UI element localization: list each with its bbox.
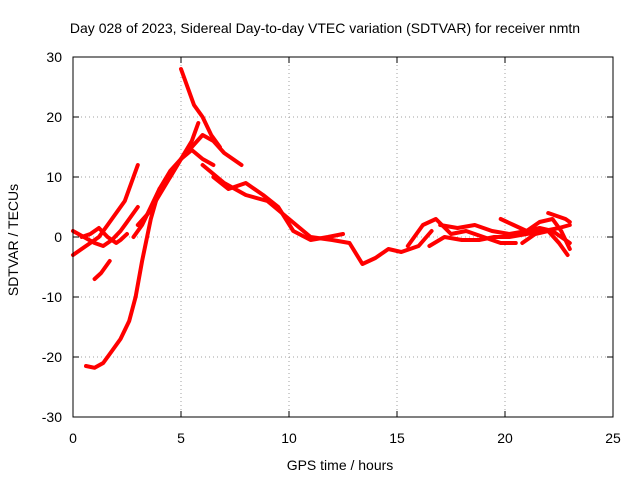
series-arc-14 [498, 217, 572, 251]
y-tick-label: 0 [54, 229, 62, 245]
axis-ticks: 0 5 10 15 20 25 -30 -20 -10 0 10 20 30 [42, 49, 621, 446]
x-tick-label: 20 [497, 430, 513, 446]
series-arc-15 [546, 211, 572, 224]
y-tick-label: -10 [42, 289, 62, 305]
series-arc-1 [71, 163, 140, 257]
series-arc-3 [79, 226, 129, 245]
y-tick-label: -30 [42, 409, 62, 425]
series-arc-11 [405, 217, 518, 248]
series-arc-10 [200, 163, 434, 266]
y-tick-label: 20 [46, 109, 62, 125]
y-tick-label: -20 [42, 349, 62, 365]
series-arc-8 [179, 67, 222, 149]
y-tick-label: 30 [46, 49, 62, 65]
x-tick-label: 10 [281, 430, 297, 446]
y-tick-label: 10 [46, 169, 62, 185]
x-axis-label: GPS time / hours [287, 457, 394, 473]
series-arc-7 [135, 121, 201, 227]
series-arc-5 [84, 148, 216, 370]
x-tick-label: 15 [389, 430, 405, 446]
series-arc-2 [71, 205, 140, 248]
x-tick-label: 0 [69, 430, 77, 446]
series-layer [71, 67, 572, 370]
x-tick-label: 5 [177, 430, 185, 446]
series-arc-4 [92, 259, 112, 281]
series-arc-13 [438, 223, 572, 245]
chart-title: Day 028 of 2023, Sidereal Day-to-day VTE… [70, 20, 580, 36]
x-tick-label: 25 [605, 430, 621, 446]
series-arc-16 [520, 229, 570, 257]
y-axis-label: SDTVAR / TECUs [5, 184, 21, 296]
